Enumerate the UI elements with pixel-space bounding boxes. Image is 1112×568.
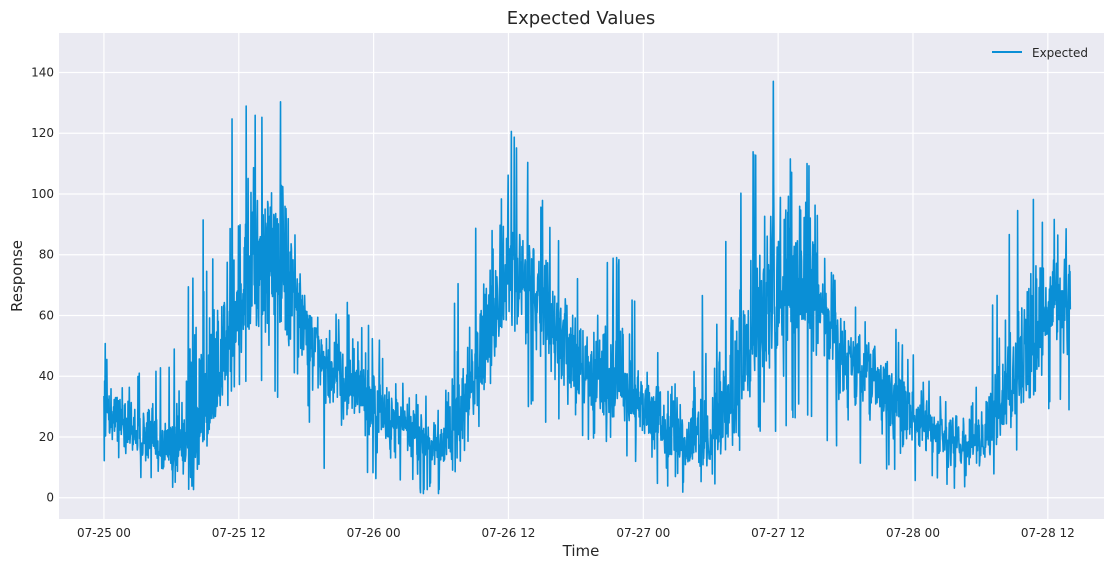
legend: Expected [992,46,1088,60]
chart-title: Expected Values [507,8,656,29]
y-tick-label: 80 [39,248,54,262]
y-tick-labels: 0 20 40 60 80 100 120 140 [31,65,54,504]
y-tick-label: 0 [46,491,54,505]
x-tick-label: 07-28 12 [1021,526,1075,540]
x-tick-label: 07-28 00 [886,526,940,540]
x-tick-labels: 07-25 00 07-25 12 07-26 00 07-26 12 07-27 00… [77,526,1075,540]
y-axis-label: Response [8,240,26,312]
x-axis-label: Time [562,542,600,560]
series-line-expected [103,80,1072,495]
legend-label-expected: Expected [1032,46,1088,60]
x-tick-label: 07-27 00 [616,526,670,540]
x-tick-label: 07-26 12 [481,526,535,540]
x-tick-label: 07-25 00 [77,526,131,540]
series-layer [103,80,1072,495]
y-tick-label: 20 [39,430,54,444]
x-tick-label: 07-26 00 [347,526,401,540]
y-tick-label: 140 [31,65,54,79]
y-tick-label: 60 [39,308,54,322]
y-tick-label: 40 [39,369,54,383]
x-tick-label: 07-27 12 [751,526,805,540]
y-tick-label: 100 [31,187,54,201]
y-tick-label: 120 [31,126,54,140]
x-tick-label: 07-25 12 [212,526,266,540]
